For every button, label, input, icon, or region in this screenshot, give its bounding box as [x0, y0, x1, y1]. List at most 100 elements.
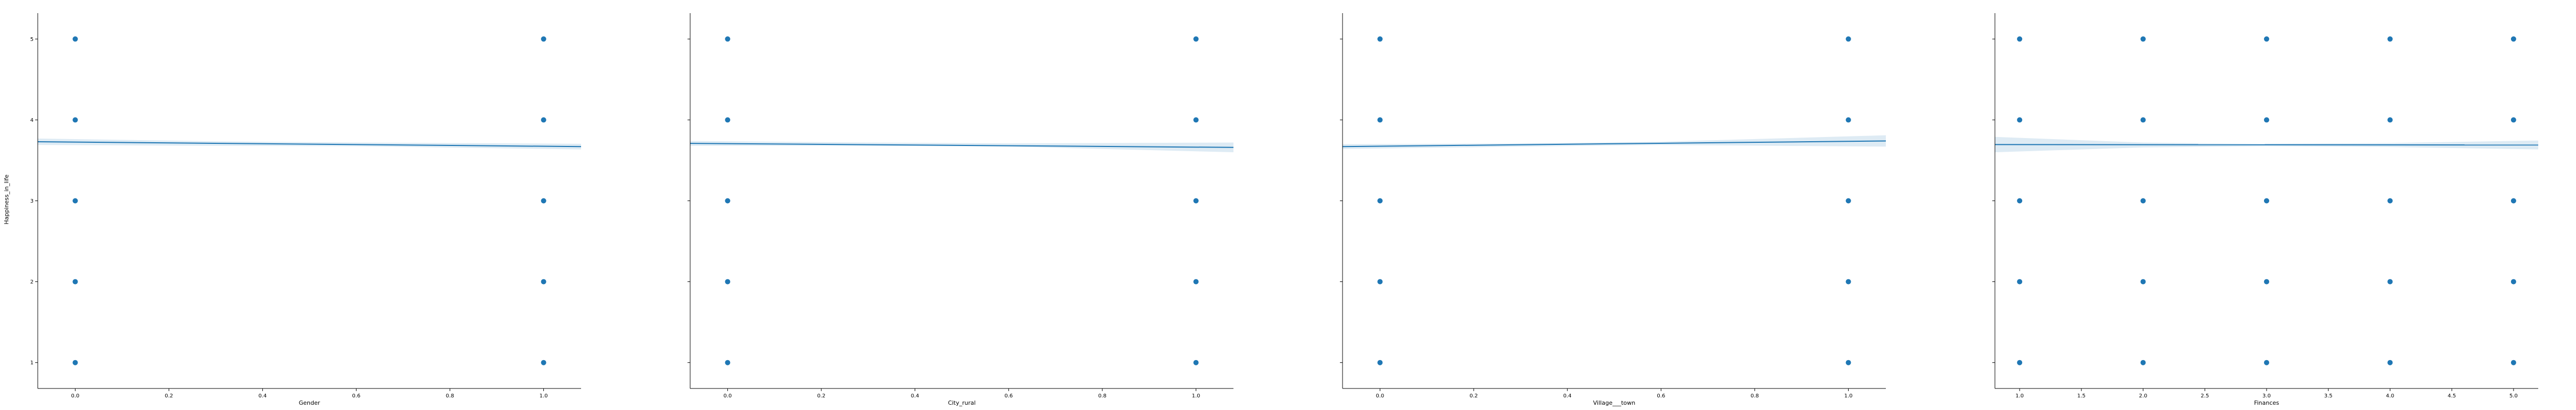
x-tick-label: 0.0: [1376, 393, 1384, 399]
data-point: [2017, 117, 2023, 123]
x-tick-label: 0.2: [165, 393, 173, 399]
data-point: [541, 360, 546, 365]
x-tick-label: 0.4: [1563, 393, 1572, 399]
x-tick-label: 0.0: [723, 393, 732, 399]
data-point: [2264, 279, 2269, 285]
confidence-band: [690, 141, 1233, 153]
data-point: [2264, 360, 2269, 365]
data-point: [1193, 36, 1199, 42]
data-point: [2387, 360, 2393, 365]
data-point: [2140, 36, 2146, 42]
x-tick-label: 1.0: [1844, 393, 1853, 399]
x-tick-label: 0.6: [1004, 393, 1013, 399]
data-point: [725, 198, 731, 204]
y-axis-label: Happiness_in_life: [3, 174, 10, 224]
data-point: [1845, 279, 1851, 285]
data-point: [2387, 279, 2393, 285]
regression-line: [1342, 140, 1886, 148]
x-tick-label: 5.0: [2509, 393, 2518, 399]
x-tick-label: 3.0: [2262, 393, 2271, 399]
data-point: [2017, 360, 2023, 365]
data-point: [1193, 117, 1199, 123]
data-point: [541, 279, 546, 285]
regression-line: [37, 141, 582, 148]
x-tick-label: 1.0: [2015, 393, 2024, 399]
data-point: [2510, 360, 2516, 365]
x-tick-label: 0.4: [259, 393, 267, 399]
data-point: [1377, 360, 1383, 365]
data-point: [1845, 198, 1851, 204]
data-point: [1845, 360, 1851, 365]
data-point: [72, 360, 78, 365]
data-point: [1377, 198, 1383, 204]
y-tick-label: 2: [30, 279, 34, 285]
data-point: [2510, 279, 2516, 285]
data-point: [2387, 198, 2393, 204]
x-tick-label: 0.4: [911, 393, 919, 399]
data-point: [2264, 117, 2269, 123]
x-tick-label: 0.6: [1657, 393, 1665, 399]
data-point: [1193, 279, 1199, 285]
data-point: [72, 198, 78, 204]
data-point: [1845, 117, 1851, 123]
data-point: [2510, 198, 2516, 204]
x-tick-label: 0.6: [352, 393, 360, 399]
data-point: [725, 117, 731, 123]
x-tick-label: 3.5: [2324, 393, 2333, 399]
data-point: [541, 198, 546, 204]
data-point: [541, 117, 546, 123]
x-tick-label: 0.8: [1751, 393, 1759, 399]
x-axis-label: Village___town: [1593, 400, 1635, 406]
data-point: [2017, 198, 2023, 204]
data-point: [2387, 36, 2393, 42]
data-point: [2387, 117, 2393, 123]
panel-1: 1 2 3 4 5 0.0 0.2 0.4 0.6 0.8 1.0 Gender: [30, 13, 582, 406]
data-point: [725, 36, 731, 42]
x-tick-label: 2.5: [2201, 393, 2209, 399]
x-axis-label: Gender: [299, 400, 320, 406]
data-point: [2140, 360, 2146, 365]
data-point: [1193, 198, 1199, 204]
x-axis-label: Finances: [2254, 400, 2279, 406]
data-point: [725, 279, 731, 285]
x-tick-label: 0.0: [71, 393, 79, 399]
data-point: [2140, 198, 2146, 204]
regression-line: [690, 143, 1234, 148]
data-point: [2017, 279, 2023, 285]
panel-4: 1.0 1.5 2.0 2.5 3.0 3.5 4.0 4.5 5.0 Finances: [1992, 13, 2539, 406]
regression-line: [1994, 144, 2539, 146]
data-point: [2140, 279, 2146, 285]
data-point: [72, 279, 78, 285]
data-point: [1193, 360, 1199, 365]
y-tick-label: 4: [30, 118, 34, 123]
x-axis-label: City_rural: [948, 400, 976, 406]
data-point: [2017, 36, 2023, 42]
data-point: [72, 117, 78, 123]
x-tick-label: 0.2: [817, 393, 825, 399]
panel-2: 0.0 0.2 0.4 0.6 0.8 1.0 City_rural: [688, 13, 1234, 406]
data-point: [2140, 117, 2146, 123]
x-tick-label: 2.0: [2139, 393, 2148, 399]
y-tick-label: 5: [30, 37, 34, 43]
x-tick-label: 1.5: [2077, 393, 2086, 399]
data-point: [1377, 117, 1383, 123]
x-tick-label: 1.0: [540, 393, 548, 399]
data-point: [2264, 36, 2269, 42]
data-point: [2510, 36, 2516, 42]
x-tick-label: 0.2: [1469, 393, 1478, 399]
data-point: [1377, 36, 1383, 42]
x-tick-label: 0.8: [446, 393, 454, 399]
data-point: [2510, 117, 2516, 123]
y-tick-label: 3: [30, 198, 34, 204]
x-tick-label: 0.8: [1098, 393, 1107, 399]
data-point: [1377, 279, 1383, 285]
y-tick-label: 1: [30, 360, 34, 366]
panel-3: 0.0 0.2 0.4 0.6 0.8 1.0 Village___town: [1340, 13, 1886, 406]
x-tick-label: 4.5: [2448, 393, 2456, 399]
x-tick-label: 1.0: [1192, 393, 1200, 399]
data-point: [72, 36, 78, 42]
data-point: [541, 36, 546, 42]
x-tick-label: 4.0: [2386, 393, 2395, 399]
